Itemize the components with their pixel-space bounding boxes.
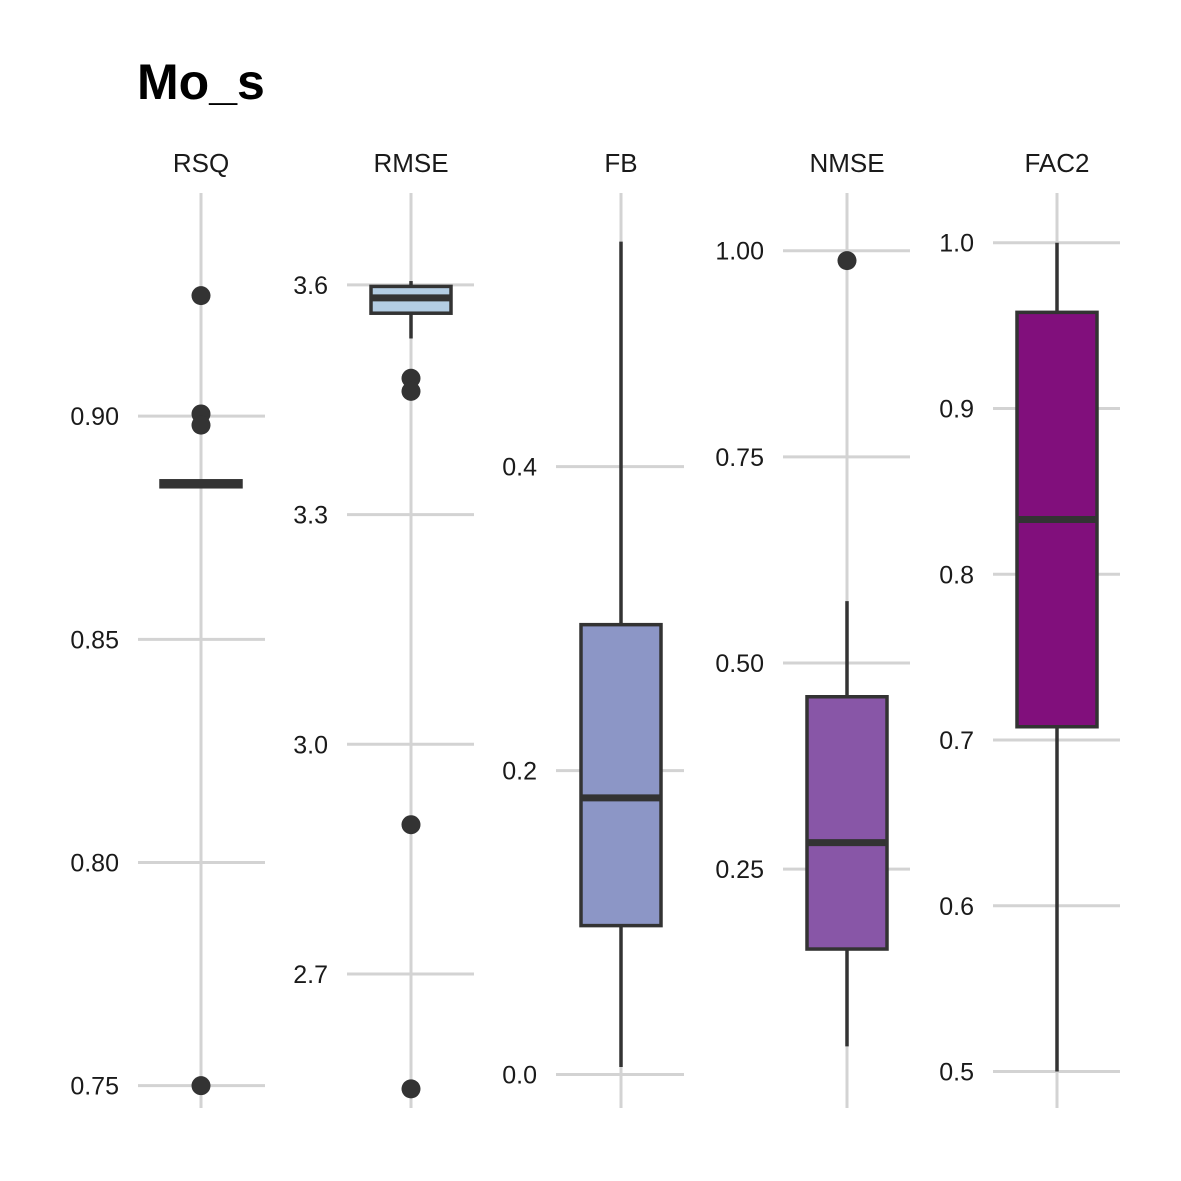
facet-label: FAC2 bbox=[1024, 148, 1089, 178]
facet-label: RMSE bbox=[373, 148, 448, 178]
outlier-point bbox=[401, 1079, 421, 1099]
outlier-point bbox=[191, 415, 211, 435]
y-tick-label: 2.7 bbox=[293, 961, 328, 989]
box bbox=[579, 622, 663, 928]
facet-label: FB bbox=[604, 148, 637, 178]
y-tick-label: 0.2 bbox=[502, 758, 537, 786]
outlier-point bbox=[837, 251, 857, 271]
y-tick-label: 3.0 bbox=[293, 731, 328, 759]
facet-label: NMSE bbox=[809, 148, 884, 178]
y-tick-label: 0.4 bbox=[502, 454, 537, 482]
panel-nmse: NMSE 0.25 0.50 0.75 1.00 bbox=[715, 148, 910, 1108]
y-tick-label: 0.90 bbox=[70, 403, 119, 431]
y-tick-label: 0.7 bbox=[939, 727, 974, 755]
chart-title: Mo_s bbox=[137, 54, 265, 110]
y-tick-label: 0.5 bbox=[939, 1059, 974, 1087]
outlier-point bbox=[401, 381, 421, 401]
outlier-point bbox=[401, 815, 421, 835]
y-tick-label: 0.9 bbox=[939, 395, 974, 423]
facet-panels: RSQ 0.75 0.80 0.85 0.90 RMSE 2.7 3.0 3.3 3.6 FB 0.0… bbox=[70, 148, 1120, 1108]
y-tick-label: 3.6 bbox=[293, 272, 328, 300]
panel-rsq: RSQ 0.75 0.80 0.85 0.90 bbox=[70, 148, 265, 1108]
panel-rmse: RMSE 2.7 3.0 3.3 3.6 bbox=[293, 148, 474, 1108]
y-tick-label: 0.75 bbox=[70, 1073, 119, 1101]
y-tick-label: 3.3 bbox=[293, 502, 328, 530]
outlier-point bbox=[191, 1076, 211, 1096]
y-tick-label: 0.8 bbox=[939, 561, 974, 589]
outlier-point bbox=[401, 368, 421, 388]
y-tick-label: 0.80 bbox=[70, 850, 119, 878]
y-tick-label: 1.00 bbox=[715, 238, 764, 266]
y-tick-label: 0.85 bbox=[70, 626, 119, 654]
y-tick-label: 0.50 bbox=[715, 650, 764, 678]
y-tick-label: 0.25 bbox=[715, 856, 764, 884]
panel-fb: FB 0.0 0.2 0.4 bbox=[502, 148, 684, 1108]
y-tick-label: 0.75 bbox=[715, 444, 764, 472]
outlier-point bbox=[191, 286, 211, 306]
box bbox=[805, 695, 889, 951]
y-tick-label: 1.0 bbox=[939, 230, 974, 258]
facet-label: RSQ bbox=[173, 148, 229, 178]
y-tick-label: 0.6 bbox=[939, 893, 974, 921]
y-tick-label: 0.0 bbox=[502, 1062, 537, 1090]
panel-fac2: FAC2 0.5 0.6 0.7 0.8 0.9 1.0 bbox=[939, 148, 1120, 1108]
